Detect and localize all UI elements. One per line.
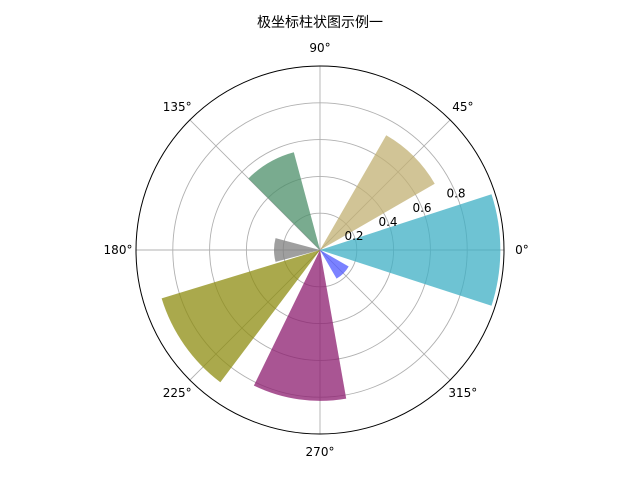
polar-bar-1 xyxy=(320,135,435,250)
radial-tick-labels: 0.2 0.4 0.6 0.8 xyxy=(344,187,465,243)
angular-tick-label-4: 180° xyxy=(104,243,133,257)
radial-tick-label-3: 0.8 xyxy=(446,187,465,201)
polar-bar-6 xyxy=(320,250,349,279)
polar-bar-5 xyxy=(253,250,347,401)
polar-bar-4 xyxy=(161,250,320,383)
radial-tick-label-0: 0.2 xyxy=(344,229,363,243)
angular-tick-label-6: 270° xyxy=(306,445,335,459)
angular-tick-label-5: 225° xyxy=(163,386,192,400)
angular-tick-label-2: 90° xyxy=(309,41,330,55)
polar-outer-frame xyxy=(135,65,505,435)
polar-bar-3 xyxy=(274,238,320,262)
angular-tick-label-7: 315° xyxy=(448,386,477,400)
angular-tick-label-1: 45° xyxy=(452,100,473,114)
bars-layer xyxy=(161,135,501,401)
polar-bar-0 xyxy=(320,194,501,306)
radial-tick-label-2: 0.6 xyxy=(412,201,431,215)
polar-bar-2 xyxy=(248,152,320,250)
angular-tick-label-0: 0° xyxy=(515,243,529,257)
angular-tick-labels: 0° 45° 90° 135° 180° 225° 270° 315° xyxy=(104,41,529,459)
radial-tick-label-1: 0.4 xyxy=(378,215,397,229)
chart-title: 极坐标柱状图示例一 xyxy=(257,15,383,31)
angular-tick-label-3: 135° xyxy=(163,100,192,114)
